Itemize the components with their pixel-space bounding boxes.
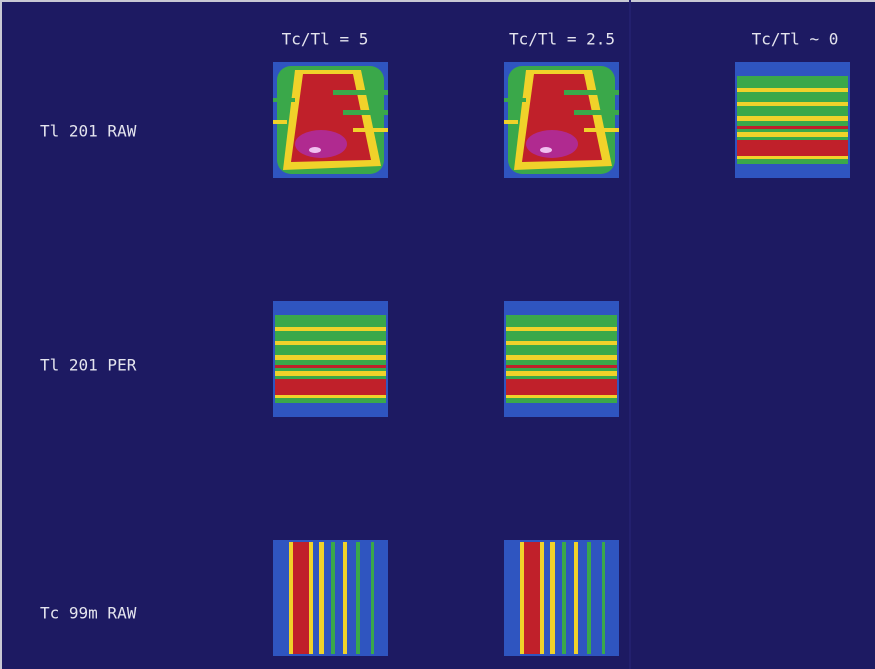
border [0, 0, 2, 669]
row-label: Tl 201 PER [40, 356, 137, 375]
scan-image [273, 301, 388, 417]
page: Tc/Tl = 5 Tc/Tl = 2.5 Tc/Tl ~ 0 Tl 201 R… [0, 0, 875, 669]
scan-image [273, 540, 388, 656]
scan-image [504, 540, 619, 656]
scan-image [504, 301, 619, 417]
scan-image [273, 62, 388, 178]
scan-image [504, 62, 619, 178]
figure: Tc/Tl = 5 Tc/Tl = 2.5 Tc/Tl ~ 0 Tl 201 R… [0, 0, 875, 669]
row-label: Tc 99m RAW [40, 604, 137, 623]
divider [629, 0, 631, 669]
row-label: Tl 201 RAW [40, 122, 137, 141]
border [0, 0, 875, 2]
column-header: Tc/Tl = 2.5 [509, 30, 615, 49]
column-header: Tc/Tl = 5 [282, 30, 369, 49]
scan-image [735, 62, 850, 178]
column-header: Tc/Tl ~ 0 [752, 30, 839, 49]
